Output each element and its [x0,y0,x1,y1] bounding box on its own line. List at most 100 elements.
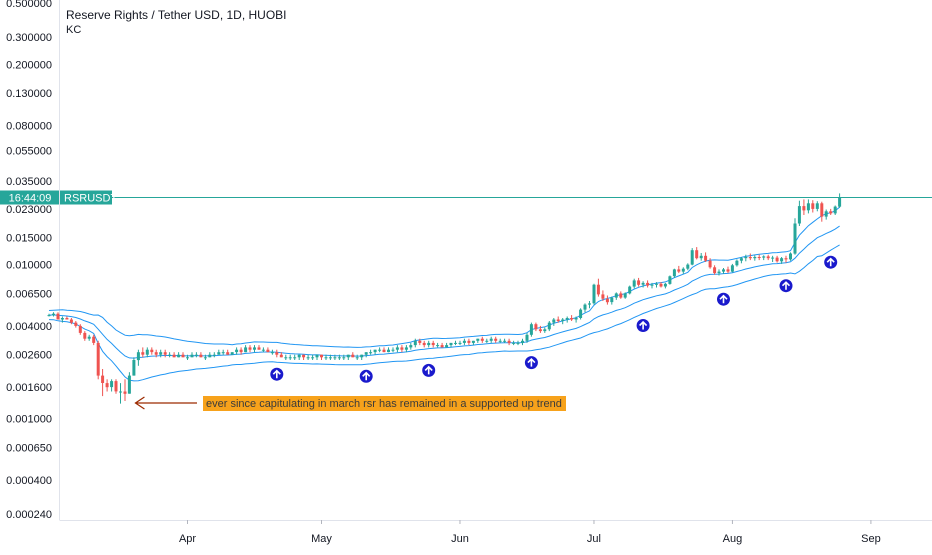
candle-body [83,332,87,339]
signal-markers [270,255,838,383]
candle [378,347,382,353]
candle-body [802,206,806,211]
candle [556,316,560,323]
candle [753,255,757,261]
candle-body [266,349,270,353]
candle-body [422,342,426,346]
candle-body [485,340,489,342]
candle-body [168,354,172,356]
candle [534,322,538,332]
candle [427,340,431,348]
candle [485,338,489,343]
candle [628,285,632,295]
candle [351,352,355,358]
candle [78,324,82,335]
candle [458,340,462,346]
candle [480,336,484,343]
y-axis-ticks: 0.500000 0.300000 0.200000 0.130000 0.080000… [6,0,52,521]
candle-body [583,304,587,310]
candle-body [440,345,444,348]
candle [574,316,578,323]
candle-body [248,347,252,350]
candle [369,349,373,355]
candle [663,282,667,289]
candle-body [181,354,185,358]
candle-body [261,349,265,351]
candle [561,318,565,325]
candle-body [722,269,725,272]
candle-body [186,357,189,359]
candle [387,347,390,353]
candle-body [395,347,399,350]
candle [141,347,145,358]
candle-body [655,283,658,285]
candle-body [717,271,721,274]
candle [83,331,87,341]
up-arrow-icon [824,255,838,269]
candle-body [494,338,498,341]
candle-body [793,223,797,254]
candle-body [172,354,176,358]
candle-body [458,342,462,344]
candle-body [529,324,533,335]
candle [422,340,426,348]
candle [302,354,306,360]
candle [516,340,520,346]
candle-body [92,336,96,343]
candle [695,247,699,260]
candle-body [538,329,542,332]
candle [266,347,270,353]
y-tick-label: 0.001000 [6,414,52,426]
candle-body [462,340,466,343]
candle [806,199,810,214]
candle [650,282,654,289]
candle [288,354,292,360]
candle-body [373,349,377,353]
candle-body [190,354,194,358]
candle-body [65,318,69,320]
chart-title-block: Reserve Rights / Tether USD, 1D, HUOBI K… [66,8,287,38]
y-tick-label: 0.200000 [6,59,52,71]
y-tick-label: 0.080000 [6,121,52,133]
candle [690,248,694,266]
candle-body [534,324,538,330]
candle [92,334,96,346]
candle [52,312,55,317]
y-tick-label: 0.000240 [6,509,52,521]
candle [65,316,69,320]
candle [717,269,721,276]
candle [489,336,493,343]
candle [552,318,556,326]
candle-body [302,354,306,358]
price-label: 16:44:09 RSRUSDT [0,190,117,205]
time-label: 16:44:09 [9,193,52,205]
candle [342,354,346,360]
candle-body [507,340,511,343]
candles [47,193,842,404]
candle-body [226,352,230,355]
candle [87,334,91,341]
candle [449,342,453,348]
candle [588,301,591,309]
candle-body [632,280,636,287]
symbol-label-background [60,190,112,205]
candle [373,349,377,355]
candle-body [561,319,565,321]
candle-body [668,276,672,284]
y-tick-label: 0.035000 [6,176,52,188]
candle-body [556,319,560,321]
candle [708,258,712,269]
candle [168,352,172,358]
candle [391,347,395,353]
candle [547,321,551,332]
y-tick-label: 0.000650 [6,442,52,454]
annotation: ever since capitulating in march rsr has… [134,396,566,411]
candle-body [275,352,279,355]
candle-body [409,345,413,348]
y-tick-label: 0.500000 [6,0,52,10]
candle [686,263,690,271]
x-tick-label: Apr [179,533,196,545]
candle [208,352,212,358]
